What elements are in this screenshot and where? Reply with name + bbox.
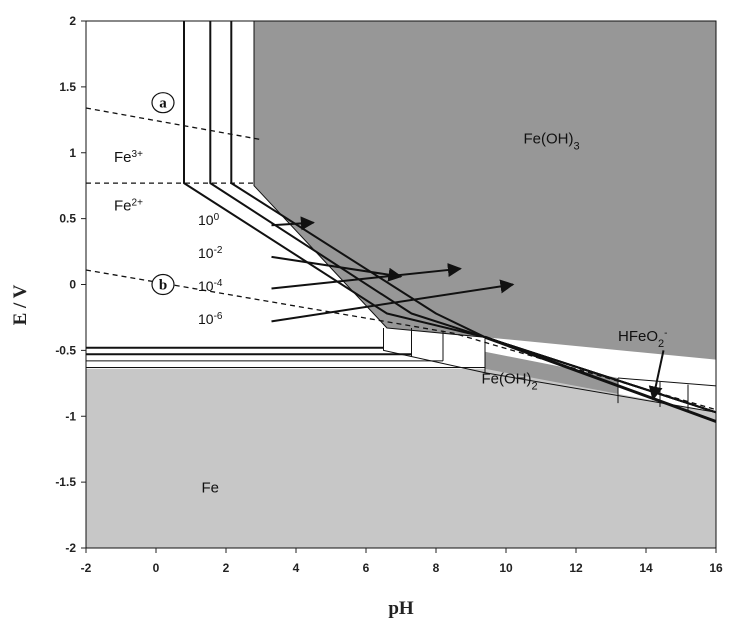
concentration-label-2: 10-4 (198, 278, 223, 295)
ion-label-0: Fe3+ (114, 148, 143, 166)
arrow-2 (271, 263, 462, 290)
boundary-line-4 (484, 335, 717, 423)
region-label-2: Fe (202, 480, 220, 497)
x-tick-label: 8 (433, 561, 440, 575)
x-tick-label: -2 (81, 561, 92, 575)
y-tick-label: -1.5 (55, 475, 76, 489)
x-tick-label: 6 (363, 561, 370, 575)
ion-label-2: HFeO2- (618, 328, 667, 351)
plot-area: Fe(OH)3 Fe(OH)2 Fe Fe3+ Fe2+ HFeO2- 100 10-2 10-… (85, 20, 717, 549)
region-label-1: Fe(OH)2 (482, 370, 538, 392)
arrow-4 (648, 350, 665, 401)
x-tick-label: 4 (293, 561, 300, 575)
region-2 (86, 368, 716, 548)
boundary-line-2 (230, 21, 717, 414)
y-tick-label: 1.5 (59, 80, 76, 94)
arrow-3 (271, 279, 515, 323)
line-tag-circle-0 (151, 92, 175, 114)
dashed-line-2 (85, 269, 717, 411)
boundary-line-3 (253, 21, 486, 338)
line-tag-circle-1 (151, 273, 175, 296)
ion-label-1: Fe2+ (114, 197, 143, 215)
boundary-line-13 (383, 328, 717, 413)
x-tick-label: 16 (709, 561, 723, 575)
y-tick-label: 0.5 (59, 212, 76, 226)
x-axis-title: pH (388, 598, 414, 619)
y-tick-label: -1 (65, 409, 76, 423)
region-0 (254, 21, 716, 360)
boundary-line-9 (617, 377, 717, 387)
arrow-0 (271, 216, 315, 231)
x-tick-label: 10 (499, 561, 513, 575)
y-tick-label: 0 (69, 278, 76, 292)
line-tag-1: b (159, 278, 167, 294)
region-1 (485, 351, 618, 397)
x-tick-label: 2 (223, 561, 230, 575)
x-tick-label: 14 (639, 561, 653, 575)
concentration-label-0: 100 (198, 212, 220, 229)
line-tag-0: a (159, 96, 167, 112)
y-tick-label: -2 (65, 541, 76, 555)
x-tick-label: 12 (569, 561, 583, 575)
concentration-label-1: 10-2 (198, 245, 223, 262)
axis-ticks: -2 0 2 4 6 8 10 12 14 16 2 1.5 1 0.5 0 -0.5 -1 -1.5 -2 (55, 14, 723, 575)
region-label-0: Fe(OH)3 (524, 131, 580, 153)
y-tick-label: 2 (69, 14, 76, 28)
dashed-line-0 (85, 107, 262, 141)
x-tick-label: 0 (153, 561, 160, 575)
concentration-label-3: 10-6 (198, 311, 223, 328)
y-tick-label: -0.5 (55, 343, 76, 357)
y-tick-label: 1 (69, 146, 76, 160)
arrow-1 (271, 255, 403, 282)
y-axis-title: E / V (10, 284, 31, 325)
